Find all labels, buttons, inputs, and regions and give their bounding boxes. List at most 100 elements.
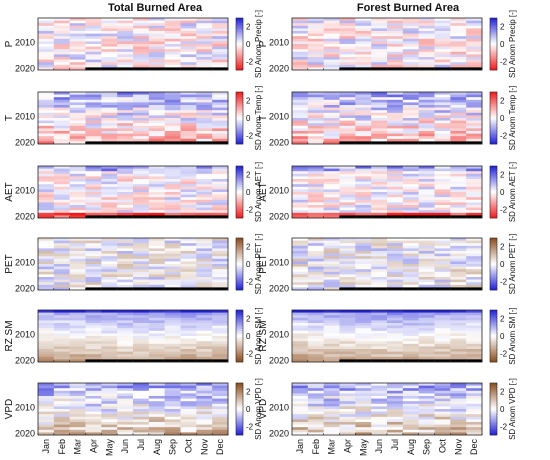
heatmap-cell (85, 414, 102, 418)
heatmap-cell (387, 181, 404, 185)
heatmap-cell (387, 107, 404, 111)
heatmap-cell (371, 383, 388, 386)
heatmap-cell (38, 388, 55, 392)
colorbar-segment (490, 178, 497, 181)
heatmap-cell (53, 429, 70, 433)
heatmap-cell (355, 107, 372, 111)
heatmap-cell (117, 64, 134, 68)
colorbar-segment (236, 355, 243, 358)
heatmap-cell (292, 62, 309, 66)
heatmap-cell (101, 385, 118, 389)
heatmap-cell (466, 54, 483, 58)
colorbar-segment (236, 54, 243, 57)
heatmap-cell (450, 282, 467, 286)
heatmap-cell (38, 57, 55, 60)
heatmap-cell (371, 409, 388, 412)
colorbar-segment (490, 422, 497, 425)
heatmap-cell (292, 54, 309, 58)
heatmap-cell (434, 197, 451, 201)
colorbar-segment (490, 204, 497, 207)
heatmap-cell (355, 419, 372, 423)
heatmap-cell (307, 261, 324, 265)
heatmap-cell (38, 46, 55, 50)
heatmap-cell (212, 416, 229, 420)
heatmap-cell (164, 338, 181, 342)
heatmap-cell (69, 192, 86, 195)
heatmap-cell (117, 411, 134, 415)
heatmap-cell (38, 18, 55, 21)
heatmap-cell (180, 197, 197, 201)
heatmap-cell (339, 102, 356, 106)
heatmap-cell (371, 62, 388, 66)
heatmap-cell (450, 166, 467, 169)
colorbar-segment (490, 244, 497, 247)
heatmap-cell (402, 338, 419, 342)
heatmap-cell (371, 97, 388, 101)
heatmap-cell (133, 168, 150, 172)
heatmap-cell (196, 215, 213, 219)
heatmap-cell (418, 102, 435, 106)
heatmap-cell (371, 401, 388, 405)
heatmap-cell (148, 41, 165, 45)
heatmap-cell (292, 261, 309, 265)
heatmap-cell (164, 41, 181, 45)
heatmap-cell (450, 25, 467, 29)
heatmap-cell (450, 125, 467, 129)
y-tick-label: 2020 (15, 284, 35, 294)
heatmap-cell (402, 282, 419, 286)
heatmap-cell (164, 238, 181, 241)
heatmap-cell (180, 388, 197, 392)
heatmap-cell (38, 253, 55, 257)
heatmap-cell (450, 274, 467, 278)
colorbar-segment (236, 104, 243, 107)
heatmap-cell (450, 207, 467, 211)
heatmap-cell (212, 396, 229, 399)
heatmap-cell (371, 390, 388, 394)
heatmap-cell (466, 25, 483, 29)
heatmap-cell (387, 67, 404, 71)
heatmap-cell (69, 266, 86, 270)
heatmap-cell (307, 189, 324, 193)
heatmap-cell (212, 401, 229, 405)
heatmap-cell (466, 385, 483, 389)
heatmap-cell (212, 315, 229, 319)
heatmap-cell (307, 429, 324, 433)
heatmap-cell (117, 279, 134, 283)
heatmap-cell (402, 38, 419, 42)
heatmap-cell (196, 325, 213, 329)
heatmap-cell (434, 432, 451, 436)
heatmap-cell (101, 131, 118, 134)
heatmap-cell (180, 112, 197, 116)
heatmap-cell (69, 44, 86, 47)
heatmap-cell (434, 120, 451, 124)
heatmap-cell (85, 310, 102, 313)
heatmap-cell (69, 317, 86, 321)
colorbar-segment (490, 54, 497, 57)
heatmap-cell (307, 186, 324, 190)
colorbar-segment (236, 44, 243, 47)
heatmap-cell (85, 419, 102, 423)
heatmap-cell (38, 403, 55, 407)
heatmap-cell (117, 251, 134, 254)
heatmap-cell (101, 212, 118, 216)
month-label: Apr (342, 439, 352, 453)
heatmap-cell (450, 67, 467, 71)
colorbar-segment (490, 424, 497, 427)
heatmap-cell (434, 51, 451, 55)
heatmap-cell (307, 279, 324, 283)
heatmap-cell (402, 31, 419, 34)
colorbar-segment (236, 339, 243, 342)
heatmap-cell (450, 393, 467, 397)
heatmap-cell (85, 123, 102, 127)
colorbar-segment (236, 334, 243, 337)
row-label: T (258, 115, 269, 121)
heatmap-cell (323, 199, 340, 203)
heatmap-cell (164, 269, 181, 273)
heatmap-cell (85, 346, 102, 350)
heatmap-cell (307, 112, 324, 116)
heatmap-cell (434, 271, 451, 275)
colorbar-segment (490, 323, 497, 326)
heatmap-cell (371, 199, 388, 203)
heatmap-cell (212, 99, 229, 103)
heatmap-cell (434, 210, 451, 214)
